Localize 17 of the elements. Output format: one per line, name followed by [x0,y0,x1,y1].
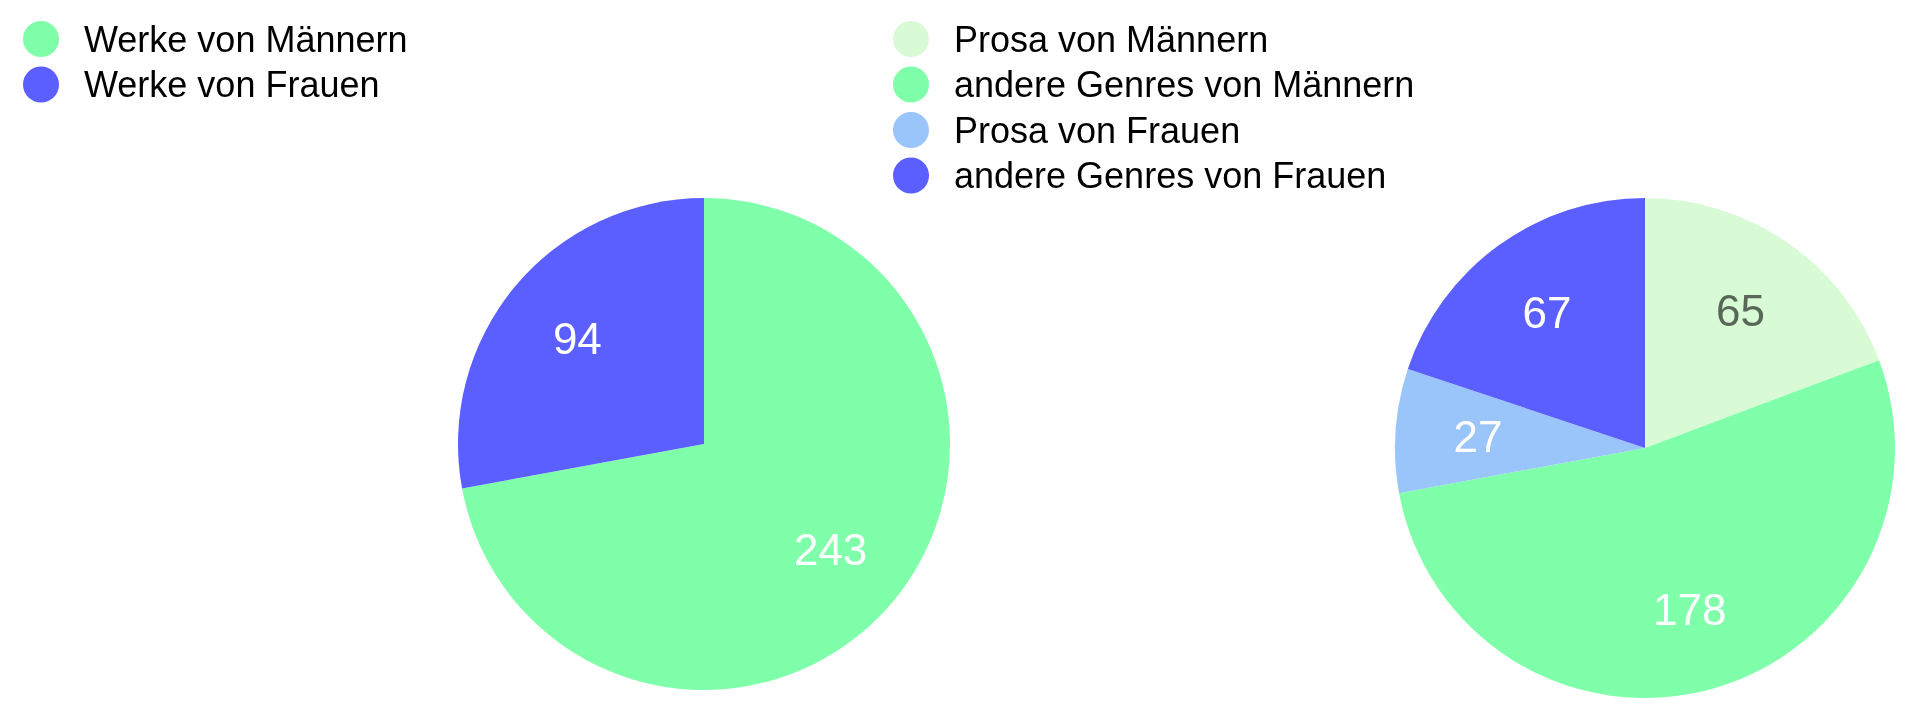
data-label: 94 [552,314,602,364]
data-label: 243 [793,524,868,574]
pie-slice [462,198,950,690]
data-label: 178 [1653,584,1727,634]
legend-label: Werke von Frauen [84,64,380,105]
legend-label: Prosa von Männern [954,18,1269,60]
data-label: 27 [1453,411,1503,461]
legend-label: Prosa von Frauen [954,109,1241,151]
data-label: 65 [1715,285,1765,335]
pie-slice [1645,198,1880,448]
legend-label: Werke von Männern [84,18,408,60]
legend-label: andere Genres von Frauen [954,155,1387,196]
pie-slice [458,198,704,489]
pie-slice [1395,368,1645,494]
legend-label: andere Genres von Männern [954,64,1415,105]
pie-slice [1399,360,1895,698]
data-label: 67 [1522,287,1572,337]
